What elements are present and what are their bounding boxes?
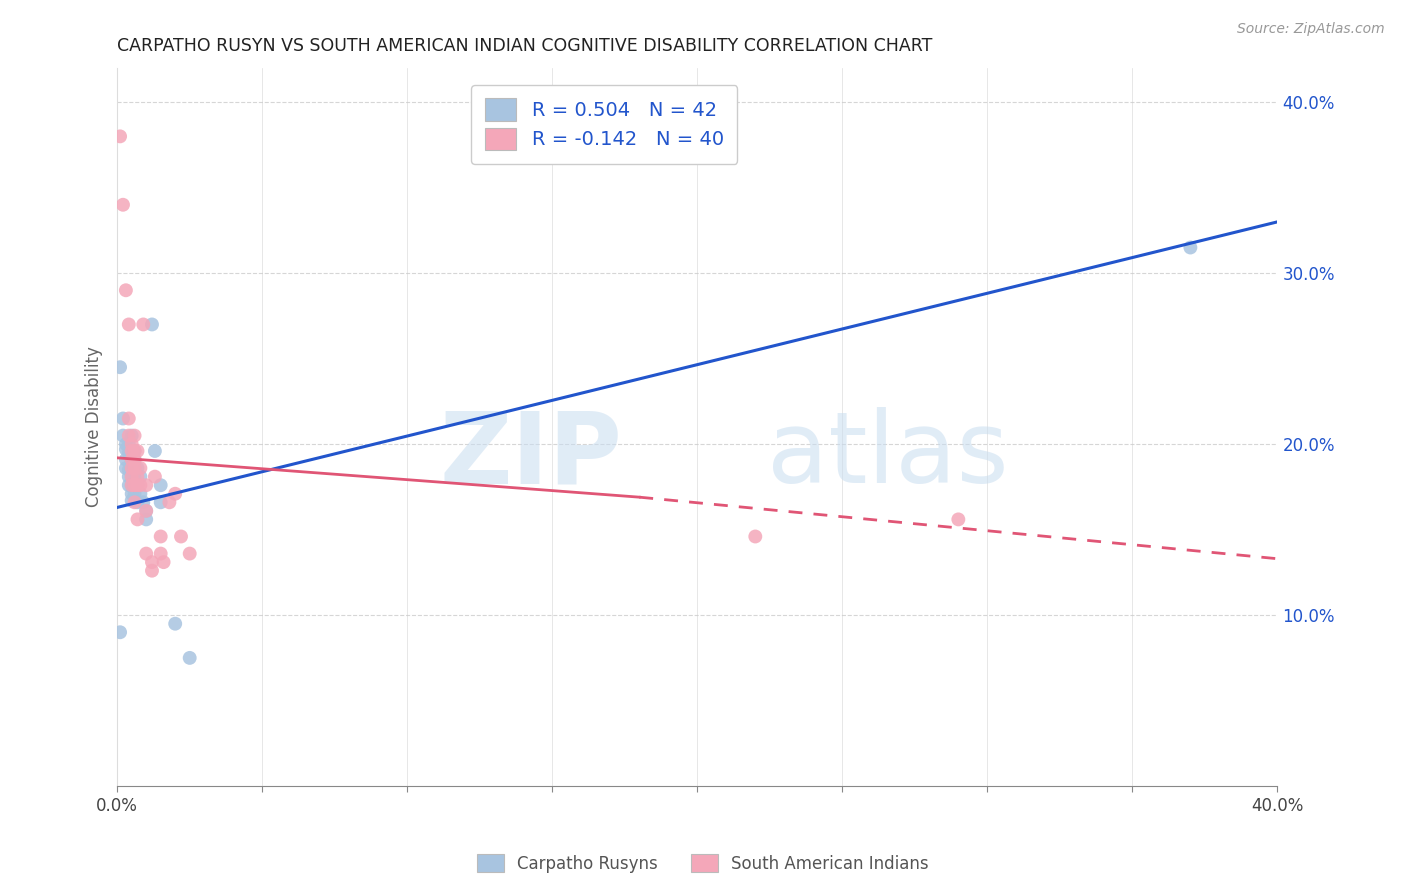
Point	[149, 529, 172, 543]
Point	[124, 478, 146, 492]
Point	[118, 446, 141, 460]
Point	[118, 437, 141, 451]
Point	[115, 452, 138, 467]
Point	[115, 437, 138, 451]
Point	[111, 411, 134, 425]
Point	[948, 512, 970, 526]
Point	[179, 651, 201, 665]
Point	[111, 198, 134, 212]
Point	[132, 318, 155, 332]
Point	[108, 360, 131, 375]
Point	[149, 547, 172, 561]
Point	[141, 318, 163, 332]
Point	[135, 478, 157, 492]
Point	[143, 469, 166, 483]
Point	[143, 444, 166, 458]
Text: CARPATHO RUSYN VS SOUTH AMERICAN INDIAN COGNITIVE DISABILITY CORRELATION CHART: CARPATHO RUSYN VS SOUTH AMERICAN INDIAN …	[117, 37, 932, 55]
Point	[121, 469, 143, 483]
Point	[108, 129, 131, 144]
Point	[170, 529, 193, 543]
Point	[124, 469, 146, 483]
Legend: R = 0.504   N = 42, R = -0.142   N = 40: R = 0.504 N = 42, R = -0.142 N = 40	[471, 85, 738, 164]
Point	[1180, 240, 1202, 254]
Point	[121, 452, 143, 467]
Point	[124, 428, 146, 442]
Point	[149, 478, 172, 492]
Point	[115, 461, 138, 475]
Point	[118, 428, 141, 442]
Legend: Carpatho Rusyns, South American Indians: Carpatho Rusyns, South American Indians	[471, 847, 935, 880]
Point	[135, 504, 157, 518]
Point	[165, 616, 187, 631]
Text: atlas: atlas	[766, 408, 1008, 504]
Point	[124, 487, 146, 501]
Point	[129, 469, 152, 483]
Point	[124, 444, 146, 458]
Point	[121, 493, 143, 508]
Point	[124, 461, 146, 475]
Point	[121, 461, 143, 475]
Point	[121, 487, 143, 501]
Point	[135, 512, 157, 526]
Point	[111, 428, 134, 442]
Point	[118, 463, 141, 477]
Point	[118, 411, 141, 425]
Point	[129, 478, 152, 492]
Point	[129, 461, 152, 475]
Point	[152, 555, 174, 569]
Point	[179, 547, 201, 561]
Point	[124, 452, 146, 467]
Point	[121, 452, 143, 467]
Point	[127, 444, 149, 458]
Point	[121, 478, 143, 492]
Point	[127, 461, 149, 475]
Point	[135, 547, 157, 561]
Point	[132, 495, 155, 509]
Point	[141, 555, 163, 569]
Point	[157, 495, 180, 509]
Point	[121, 437, 143, 451]
Point	[124, 495, 146, 509]
Point	[744, 529, 766, 543]
Text: ZIP: ZIP	[439, 408, 621, 504]
Point	[141, 564, 163, 578]
Point	[121, 428, 143, 442]
Point	[127, 469, 149, 483]
Point	[124, 478, 146, 492]
Point	[115, 283, 138, 297]
Point	[127, 512, 149, 526]
Point	[124, 461, 146, 475]
Text: Source: ZipAtlas.com: Source: ZipAtlas.com	[1237, 22, 1385, 37]
Point	[121, 478, 143, 492]
Point	[149, 495, 172, 509]
Point	[108, 625, 131, 640]
Point	[124, 444, 146, 458]
Y-axis label: Cognitive Disability: Cognitive Disability	[86, 347, 103, 508]
Point	[127, 478, 149, 492]
Point	[127, 478, 149, 492]
Point	[135, 504, 157, 518]
Point	[115, 442, 138, 457]
Point	[165, 487, 187, 501]
Point	[118, 318, 141, 332]
Point	[118, 478, 141, 492]
Point	[124, 452, 146, 467]
Point	[121, 444, 143, 458]
Point	[121, 444, 143, 458]
Point	[121, 469, 143, 483]
Point	[129, 487, 152, 501]
Point	[121, 461, 143, 475]
Point	[127, 495, 149, 509]
Point	[118, 469, 141, 483]
